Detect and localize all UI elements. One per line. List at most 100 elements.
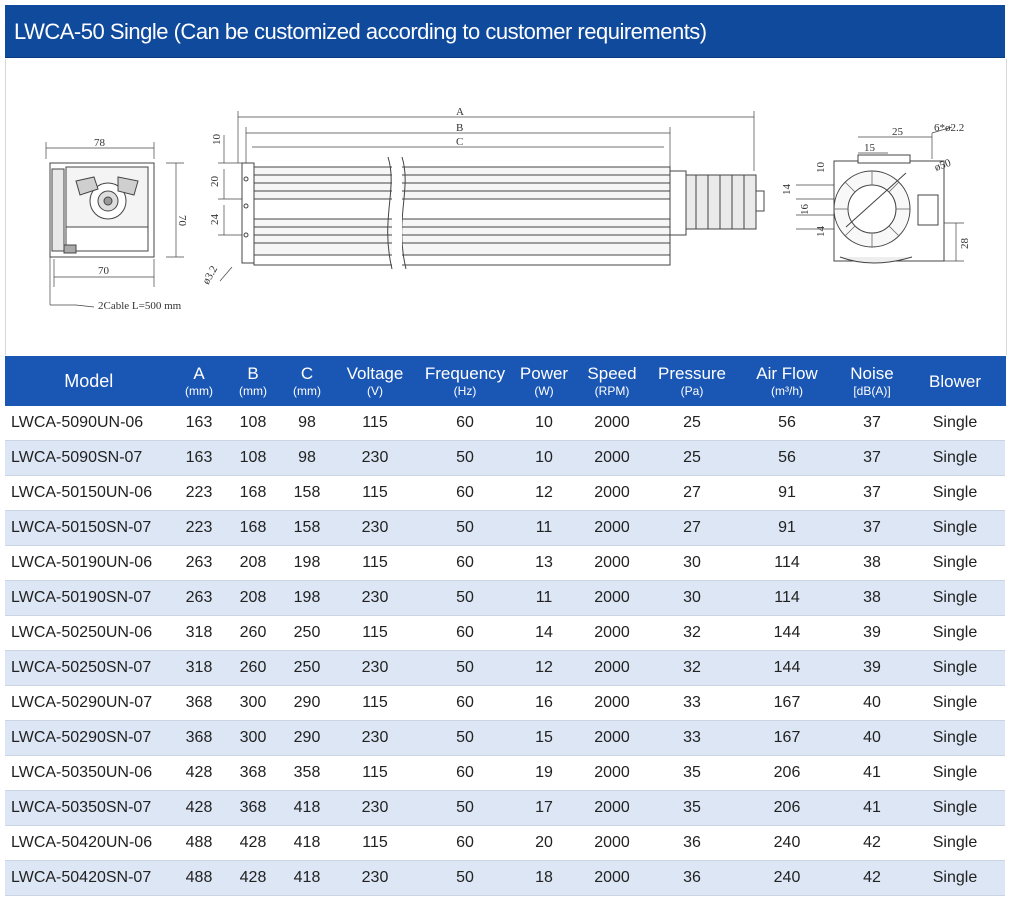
table-cell-b: 300 [225,720,281,756]
table-cell-model: LWCA-50420SN-07 [5,860,173,896]
table-cell-power: 10 [513,440,575,476]
table-row: LWCA-50350SN-07 428 368 418 230 50 17 2000 35 206… [5,790,1005,826]
cable-note: 2Cable L=500 mm [98,300,182,312]
column-header-label: Blower [929,371,981,391]
table-cell-a: 318 [173,615,225,651]
table-cell-noise: 41 [839,790,905,826]
table-cell-c: 98 [281,406,333,441]
table-cell-c: 98 [281,440,333,476]
table-cell-air-flow: 56 [735,406,839,441]
table-cell-frequency: 50 [417,650,513,686]
table-cell-pressure: 33 [649,720,735,756]
table-cell-c: 358 [281,755,333,791]
column-header-label: B [247,364,259,383]
table-cell-noise: 41 [839,755,905,791]
table-cell-speed: 2000 [575,475,649,511]
table-cell-blower: Single [905,615,1005,651]
table-cell-blower: Single [905,545,1005,581]
table-cell-model: LWCA-50150UN-06 [5,475,173,511]
table-cell-pressure: 30 [649,545,735,581]
table-cell-blower: Single [905,440,1005,476]
column-header-voltage: Voltage (V) [333,356,418,406]
technical-drawing: 78 70 70 2Cable L=500 mm [5,59,1007,355]
table-cell-a: 223 [173,475,225,511]
table-cell-b: 108 [225,406,281,441]
side-view [45,142,184,308]
table-cell-voltage: 230 [333,650,417,686]
table-cell-air-flow: 144 [735,650,839,686]
table-cell-a: 368 [173,720,225,756]
table-cell-voltage: 230 [333,790,417,826]
table-cell-air-flow: 240 [735,825,839,861]
table-cell-voltage: 230 [333,580,417,616]
table-cell-voltage: 115 [333,475,417,511]
column-header-unit: (mm) [185,384,213,398]
table-cell-model: LWCA-50290UN-07 [5,685,173,721]
table-cell-speed: 2000 [575,860,649,896]
table-cell-a: 318 [173,650,225,686]
table-cell-blower: Single [905,406,1005,441]
page-title: LWCA-50 Single (Can be customized accord… [14,19,707,44]
table-row: LWCA-50290SN-07 368 300 290 230 50 15 2000 33 167… [5,720,1005,756]
column-header-label: Speed [587,364,637,383]
table-cell-frequency: 50 [417,510,513,546]
table-cell-c: 418 [281,825,333,861]
table-cell-a: 163 [173,406,225,441]
table-cell-power: 12 [513,475,575,511]
table-cell-c: 198 [281,580,333,616]
column-header-blower: Blower [905,356,1006,406]
column-header-label: Pressure [657,364,727,383]
table-cell-speed: 2000 [575,825,649,861]
table-cell-voltage: 115 [333,825,417,861]
table-cell-air-flow: 114 [735,545,839,581]
column-header-label: Air Flow [756,364,818,383]
table-cell-speed: 2000 [575,406,649,441]
table-cell-a: 428 [173,790,225,826]
table-cell-air-flow: 167 [735,685,839,721]
table-row: LWCA-50290UN-07 368 300 290 115 60 16 2000 33 167… [5,685,1005,721]
table-cell-speed: 2000 [575,685,649,721]
column-header-unit: (W) [534,384,554,398]
dim-end-16: 16 [799,204,811,216]
dim-end-14a: 14 [781,184,793,196]
table-cell-air-flow: 114 [735,580,839,616]
table-cell-blower: Single [905,650,1005,686]
column-header-label: C [300,364,314,383]
table-cell-model: LWCA-50250UN-06 [5,615,173,651]
table-cell-blower: Single [905,580,1005,616]
column-header-frequency: Frequency (Hz) [417,356,514,406]
table-cell-frequency: 60 [417,615,513,651]
table-cell-power: 14 [513,615,575,651]
table-cell-b: 260 [225,615,281,651]
table-cell-b: 260 [225,650,281,686]
table-cell-power: 15 [513,720,575,756]
table-row: LWCA-50250UN-06 318 260 250 115 60 14 2000 32 144… [5,615,1005,651]
column-header-noise: Noise [dB(A)] [839,356,906,406]
table-cell-blower: Single [905,685,1005,721]
column-header-unit: (RPM) [594,384,630,398]
table-cell-b: 368 [225,755,281,791]
table-cell-pressure: 32 [649,615,735,651]
column-header-air-flow: Air Flow (m³/h) [735,356,840,406]
table-cell-blower: Single [905,510,1005,546]
table-cell-frequency: 60 [417,475,513,511]
column-header-label: Frequency [424,364,506,383]
table-cell-power: 11 [513,580,575,616]
table-cell-air-flow: 240 [735,860,839,896]
column-header-label: Voltage [346,364,404,383]
table-cell-blower: Single [905,860,1005,896]
dim-end-28: 28 [959,238,971,250]
table-cell-pressure: 35 [649,790,735,826]
table-cell-blower: Single [905,825,1005,861]
dim-side-bottom: 70 [98,265,110,277]
table-cell-speed: 2000 [575,650,649,686]
table-cell-pressure: 30 [649,580,735,616]
column-header-label: Power [519,364,569,383]
dim-b: B [456,122,463,134]
table-cell-voltage: 230 [333,860,417,896]
table-cell-air-flow: 91 [735,475,839,511]
table-row: LWCA-5090SN-07 163 108 98 230 50 10 2000 25 56 37 S… [5,440,1005,476]
table-cell-frequency: 60 [417,545,513,581]
table-body: LWCA-5090UN-06 163 108 98 115 60 10 2000 25 56 37 S… [5,406,1005,896]
table-cell-pressure: 36 [649,860,735,896]
